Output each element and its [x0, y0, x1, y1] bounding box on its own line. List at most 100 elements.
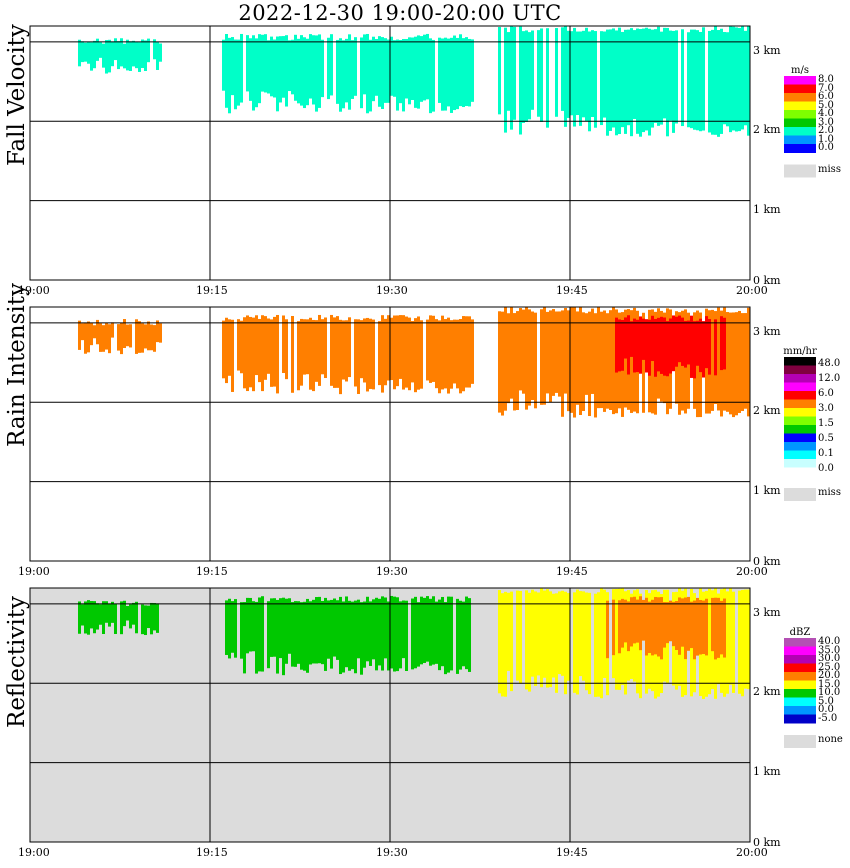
colorbar-label: 5.0: [818, 99, 834, 111]
echo-column: [318, 596, 321, 664]
echo-column: [144, 40, 147, 72]
echo-column: [642, 312, 645, 413]
echo-column: [465, 37, 468, 107]
echo-column: [300, 602, 303, 670]
echo-column: [78, 39, 81, 67]
panel-ylabel: Reflectivity: [4, 596, 30, 728]
colorbar-label: 40.0: [818, 636, 841, 648]
echo-region: [222, 33, 474, 114]
echo-column: [468, 38, 471, 107]
colorbar-label: 2.0: [818, 125, 834, 137]
colorbar-swatch: [784, 706, 816, 715]
echo-column: [351, 601, 354, 670]
echo-column: [564, 308, 567, 394]
echo-column: [549, 310, 552, 403]
echo-column: [126, 39, 129, 71]
colorbar-label: 12.0: [818, 373, 841, 385]
echo-column: [732, 26, 735, 131]
echo-column: [504, 591, 507, 697]
echo-column: [543, 307, 546, 405]
echo-column: [717, 597, 720, 658]
echo-column: [639, 316, 642, 374]
echo-column: [498, 26, 501, 115]
echo-column: [741, 26, 744, 130]
echo-column: [459, 34, 462, 107]
x-tick-label: 19:30: [376, 846, 408, 859]
echo-column: [666, 321, 669, 377]
echo-column: [540, 309, 543, 405]
echo-column: [708, 588, 711, 695]
colorbar-swatch: [784, 655, 816, 664]
echo-column: [78, 601, 81, 634]
echo-column: [420, 36, 423, 102]
echo-column: [96, 603, 99, 630]
echo-column: [267, 601, 270, 669]
echo-column: [678, 315, 681, 363]
echo-column: [711, 309, 714, 411]
echo-column: [648, 319, 651, 376]
echo-column: [150, 324, 153, 351]
chart-title: 2022-12-30 19:00-20:00 UTC: [238, 1, 562, 25]
y-tick-label: 2 km: [753, 404, 781, 418]
echo-column: [99, 604, 102, 625]
echo-column: [675, 316, 678, 367]
echo-column: [651, 309, 654, 414]
echo-column: [528, 592, 531, 692]
echo-column: [225, 34, 228, 108]
echo-column: [507, 32, 510, 111]
echo-column: [414, 36, 417, 108]
echo-column: [108, 324, 111, 354]
echo-column: [348, 317, 351, 378]
colorbar-miss-swatch: [784, 164, 816, 178]
echo-column: [471, 319, 474, 384]
echo-column: [591, 308, 594, 394]
echo-column: [255, 601, 258, 674]
plot-frame: [29, 306, 751, 562]
echo-column: [309, 34, 312, 99]
echo-column: [468, 598, 471, 672]
echo-column: [84, 322, 87, 354]
echo-column: [432, 315, 435, 382]
x-tick-label: 20:00: [736, 284, 768, 297]
echo-column: [429, 38, 432, 114]
echo-column: [678, 597, 681, 655]
echo-column: [408, 37, 411, 105]
echo-column: [663, 602, 666, 648]
echo-column: [606, 313, 609, 409]
x-tick-label: 19:45: [556, 565, 588, 578]
echo-column: [258, 34, 261, 104]
echo-column: [369, 601, 372, 666]
x-tick-label: 19:15: [196, 846, 228, 859]
echo-column: [267, 40, 270, 94]
colorbar-swatch: [784, 76, 816, 85]
x-tick-label: 19:45: [556, 846, 588, 859]
echo-column: [660, 316, 663, 374]
x-tick-label: 19:45: [556, 284, 588, 297]
echo-column: [717, 307, 720, 411]
echo-column: [159, 323, 162, 343]
echo-column: [744, 30, 747, 126]
echo-column: [414, 318, 417, 393]
echo-column: [570, 307, 573, 413]
x-tick-label: 19:00: [18, 565, 50, 578]
echo-column: [576, 589, 579, 695]
echo-column: [309, 317, 312, 390]
colorbar-swatch: [784, 408, 816, 417]
echo-column: [129, 41, 132, 71]
echo-column: [630, 597, 633, 647]
echo-column: [429, 315, 432, 383]
echo-column: [381, 37, 384, 110]
echo-column: [684, 597, 687, 660]
echo-column: [87, 321, 90, 353]
echo-column: [627, 29, 630, 126]
echo-column: [285, 319, 288, 380]
echo-column: [600, 311, 603, 409]
echo-column: [303, 601, 306, 671]
echo-column: [141, 604, 144, 635]
echo-column: [525, 30, 528, 122]
echo-column: [453, 319, 456, 384]
echo-region: [78, 38, 162, 74]
colorbar-swatch: [784, 646, 816, 656]
echo-column: [705, 316, 708, 369]
